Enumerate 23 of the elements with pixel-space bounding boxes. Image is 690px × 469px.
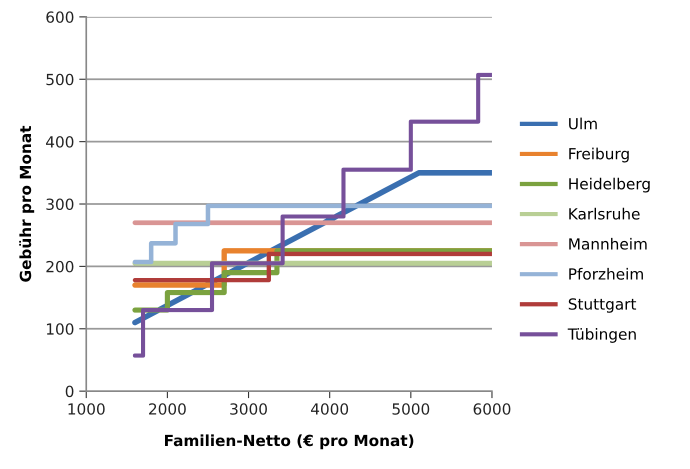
- legend-label: Karlsruhe: [569, 208, 640, 220]
- legend-label: Mannheim: [569, 238, 647, 250]
- y-tick-label: 400: [46, 136, 74, 148]
- y-tick-label: 600: [46, 11, 74, 23]
- y-axis-title: Gebühr pro Monat: [19, 126, 34, 282]
- x-tick-label: 6000: [474, 403, 510, 415]
- y-tick-label: 200: [46, 260, 74, 272]
- legend-label: Stuttgart: [568, 298, 636, 313]
- x-tick-label: 1000: [68, 403, 105, 415]
- x-axis-title: Familien-Netto (€ pro Monat): [165, 434, 414, 450]
- legend-label: Heidelberg: [569, 178, 650, 193]
- legend-label: Freiburg: [569, 148, 629, 162]
- legend-label: Ulm: [569, 118, 597, 130]
- y-tick-label: 300: [46, 198, 74, 210]
- y-tick-label: 0: [66, 386, 74, 398]
- y-tick-label: 100: [46, 323, 74, 335]
- x-tick-label: 4000: [310, 403, 348, 415]
- x-tick-label: 2000: [149, 403, 186, 415]
- legend-label: Pforzheim: [569, 268, 643, 280]
- x-tick-label: 3000: [230, 403, 267, 415]
- legend-label: Tübingen: [568, 328, 636, 343]
- x-tick-label: 5000: [392, 403, 430, 415]
- y-tick-label: 500: [46, 74, 74, 86]
